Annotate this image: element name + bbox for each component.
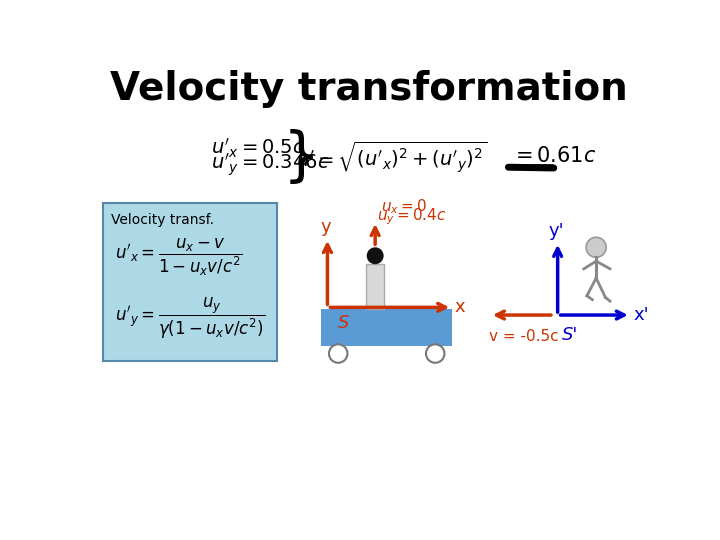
Text: $u'_y = 0.346c$: $u'_y = 0.346c$	[211, 152, 330, 178]
Text: x: x	[454, 298, 465, 316]
Text: $u'_x = \dfrac{u_x - v}{1 - u_x v / c^2}$: $u'_x = \dfrac{u_x - v}{1 - u_x v / c^2}…	[115, 237, 242, 278]
Text: $u' = \sqrt{(u'_x)^2 + (u'_y)^2}$: $u' = \sqrt{(u'_x)^2 + (u'_y)^2}$	[297, 139, 487, 174]
Text: Velocity transf.: Velocity transf.	[111, 213, 214, 227]
Text: $u_x = 0$: $u_x = 0$	[382, 197, 427, 215]
Circle shape	[366, 247, 384, 264]
Circle shape	[586, 237, 606, 257]
Text: S: S	[338, 314, 350, 332]
Text: $\}$: $\}$	[282, 127, 314, 186]
Text: x': x'	[633, 306, 649, 324]
Text: S': S'	[562, 326, 579, 344]
Text: v = -0.5c: v = -0.5c	[489, 329, 559, 344]
Bar	[366, 264, 384, 309]
Text: $= 0.61c$: $= 0.61c$	[511, 146, 597, 166]
Text: Velocity transformation: Velocity transformation	[110, 70, 628, 109]
Text: $u'_x = 0.5c$: $u'_x = 0.5c$	[211, 136, 305, 160]
Text: y': y'	[549, 221, 564, 240]
Circle shape	[426, 345, 444, 363]
Text: y: y	[320, 218, 331, 236]
Text: $u'_y = \dfrac{u_y}{\gamma(1 - u_x v / c^2)}$: $u'_y = \dfrac{u_y}{\gamma(1 - u_x v / c…	[115, 296, 265, 341]
Text: $u_y = 0.4c$: $u_y = 0.4c$	[377, 207, 446, 227]
Bar	[321, 309, 452, 346]
FancyBboxPatch shape	[104, 204, 276, 361]
Circle shape	[329, 345, 348, 363]
